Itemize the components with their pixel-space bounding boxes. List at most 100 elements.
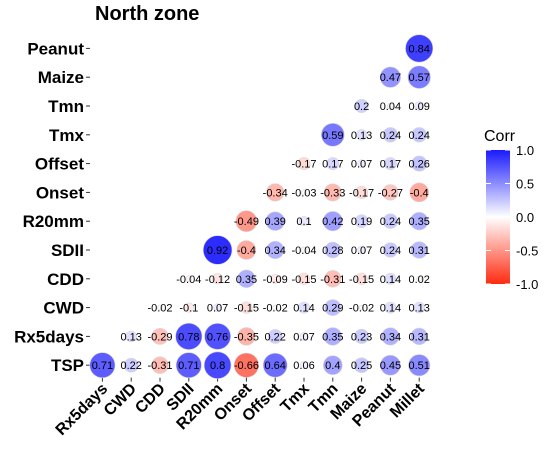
corr-cell-tsp-tmx: 0.06: [293, 360, 314, 372]
corr-circle: [323, 355, 343, 375]
corr-cell-sdii-offset: 0.34: [264, 240, 286, 260]
corr-cell-tmn-maize: 0.2: [354, 98, 369, 114]
corr-value-label: 0.34: [380, 331, 401, 343]
corr-cell-rx5days-millet: 0.31: [408, 327, 430, 346]
corr-circle: [89, 352, 116, 379]
corr-cell-cdd-sdii: -0.04: [176, 274, 201, 286]
row-label-tmx: Tmx: [49, 126, 85, 145]
corr-circle: [233, 352, 259, 378]
corr-cell-rx5days-cwd: 0.13: [120, 330, 142, 343]
corr-circle: [324, 270, 342, 288]
corr-circle: [272, 304, 279, 311]
chart-title: North zone: [95, 3, 199, 25]
corr-circle: [408, 354, 431, 377]
corr-cell-onset-offset: -0.34: [263, 183, 288, 202]
corr-cell-maize-peanut: 0.47: [379, 66, 401, 88]
corr-value-label: -0.09: [263, 274, 288, 286]
correlation-cells: 0.84 0.47 0.57 0.2 0.04 0.09 0.59 0.13 0.24 0.24 -…: [89, 34, 434, 379]
corr-circle: [357, 245, 366, 255]
corr-circle: [382, 127, 399, 143]
corr-value-label: 0.31: [408, 331, 429, 343]
corr-cell-onset-peanut: -0.27: [378, 184, 403, 201]
corr-value-label: 0.45: [380, 360, 401, 372]
corr-value-label: 0.24: [380, 130, 401, 142]
corr-value-label: 0.64: [264, 360, 285, 372]
corr-value-label: -0.4: [410, 187, 429, 199]
corr-circle: [357, 159, 366, 168]
corr-value-label: -0.15: [291, 274, 316, 286]
corr-circle: [175, 352, 202, 379]
corr-value-label: 0.71: [92, 360, 113, 372]
corr-circle: [151, 356, 169, 374]
corr-value-label: 0.76: [207, 331, 228, 343]
corr-value-label: 0.34: [264, 245, 285, 257]
corr-value-label: -0.12: [205, 274, 230, 286]
corr-circle: [383, 157, 397, 171]
corr-circle: [355, 272, 368, 285]
corr-circle: [237, 327, 256, 346]
corr-cell-cdd-peanut: 0.14: [380, 272, 401, 286]
row-labels: Peanut Maize Tmn Tmx Offset Onset R20mm SDII CDD…: [14, 39, 90, 375]
legend: Corr 1.0 0.5 0.0 -0.5 -1.0: [484, 128, 538, 292]
row-label-peanut: Peanut: [27, 39, 84, 58]
corr-value-label: 0.84: [408, 43, 429, 55]
corr-value-label: -0.27: [378, 187, 403, 199]
corr-value-label: 0.35: [236, 274, 257, 286]
corr-value-label: -0.31: [147, 360, 172, 372]
corr-circle: [379, 66, 401, 88]
corr-value-label: 0.04: [380, 101, 401, 113]
column-label-millet: Millet: [387, 380, 428, 421]
corr-circle: [322, 211, 343, 232]
corr-value-label: 0.24: [408, 130, 429, 142]
corr-circle: [382, 184, 399, 201]
corr-cell-rx5days-r20mm: 0.76: [204, 323, 231, 350]
corr-cell-tsp-peanut: 0.45: [380, 354, 401, 376]
corr-value-label: 0.8: [210, 360, 225, 372]
corr-value-label: 0.39: [264, 216, 285, 228]
row-label-offset: Offset: [35, 155, 84, 174]
corr-value-label: 0.07: [207, 303, 228, 315]
corr-circle: [266, 183, 285, 202]
corr-cell-cdd-onset: 0.35: [236, 269, 257, 288]
legend-tick-label: 0.0: [516, 210, 534, 225]
corr-value-label: -0.17: [291, 159, 316, 171]
corr-cell-r20mm-tmx: 0.1: [296, 216, 312, 228]
corr-circle: [407, 65, 431, 89]
legend-tick-label: -0.5: [516, 244, 538, 259]
corr-circle: [323, 183, 342, 202]
corr-value-label: -0.29: [147, 331, 172, 343]
row-label-tmn: Tmn: [48, 97, 84, 116]
corr-cell-tsp-maize: 0.25: [351, 357, 372, 374]
corr-circle: [240, 301, 253, 314]
column-label-cdd: CDD: [132, 380, 169, 417]
corr-circle: [267, 329, 283, 344]
corr-circle: [213, 303, 222, 312]
corr-circle: [355, 185, 369, 199]
corr-value-label: -0.15: [234, 303, 259, 315]
corr-value-label: 0.92: [207, 245, 228, 257]
corr-circle: [298, 301, 310, 314]
corr-circle: [270, 273, 281, 284]
corr-cell-offset-peanut: 0.17: [380, 157, 401, 171]
corr-value-label: 0.23: [351, 331, 372, 343]
row-label-maize: Maize: [38, 68, 84, 87]
corr-circle: [301, 189, 307, 196]
corr-cell-cwd-peanut: 0.14: [380, 301, 401, 315]
corr-cell-tsp-rx5days: 0.71: [89, 352, 116, 379]
corr-cell-maize-millet: 0.57: [407, 65, 431, 89]
corr-value-label: 0.59: [322, 130, 343, 142]
corr-circle: [204, 323, 231, 350]
corr-circle: [355, 129, 368, 141]
corr-cell-r20mm-millet: 0.35: [408, 212, 430, 231]
corr-cell-tsp-cdd: -0.31: [147, 356, 173, 374]
corr-value-label: 0.14: [380, 303, 401, 315]
corr-value-label: 0.17: [322, 159, 343, 171]
corr-circle: [411, 127, 427, 143]
corr-value-label: 0.28: [322, 245, 343, 257]
corr-cell-peanut-millet: 0.84: [405, 34, 434, 63]
corr-cell-tmx-peanut: 0.24: [380, 127, 401, 143]
corr-circle: [354, 214, 369, 229]
corr-value-label: -0.02: [263, 303, 288, 315]
corr-circle: [410, 327, 428, 346]
